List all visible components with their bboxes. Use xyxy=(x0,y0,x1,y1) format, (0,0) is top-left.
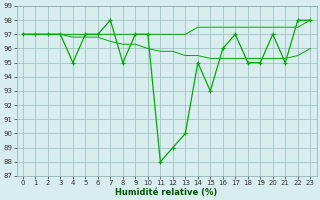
X-axis label: Humidité relative (%): Humidité relative (%) xyxy=(116,188,218,197)
